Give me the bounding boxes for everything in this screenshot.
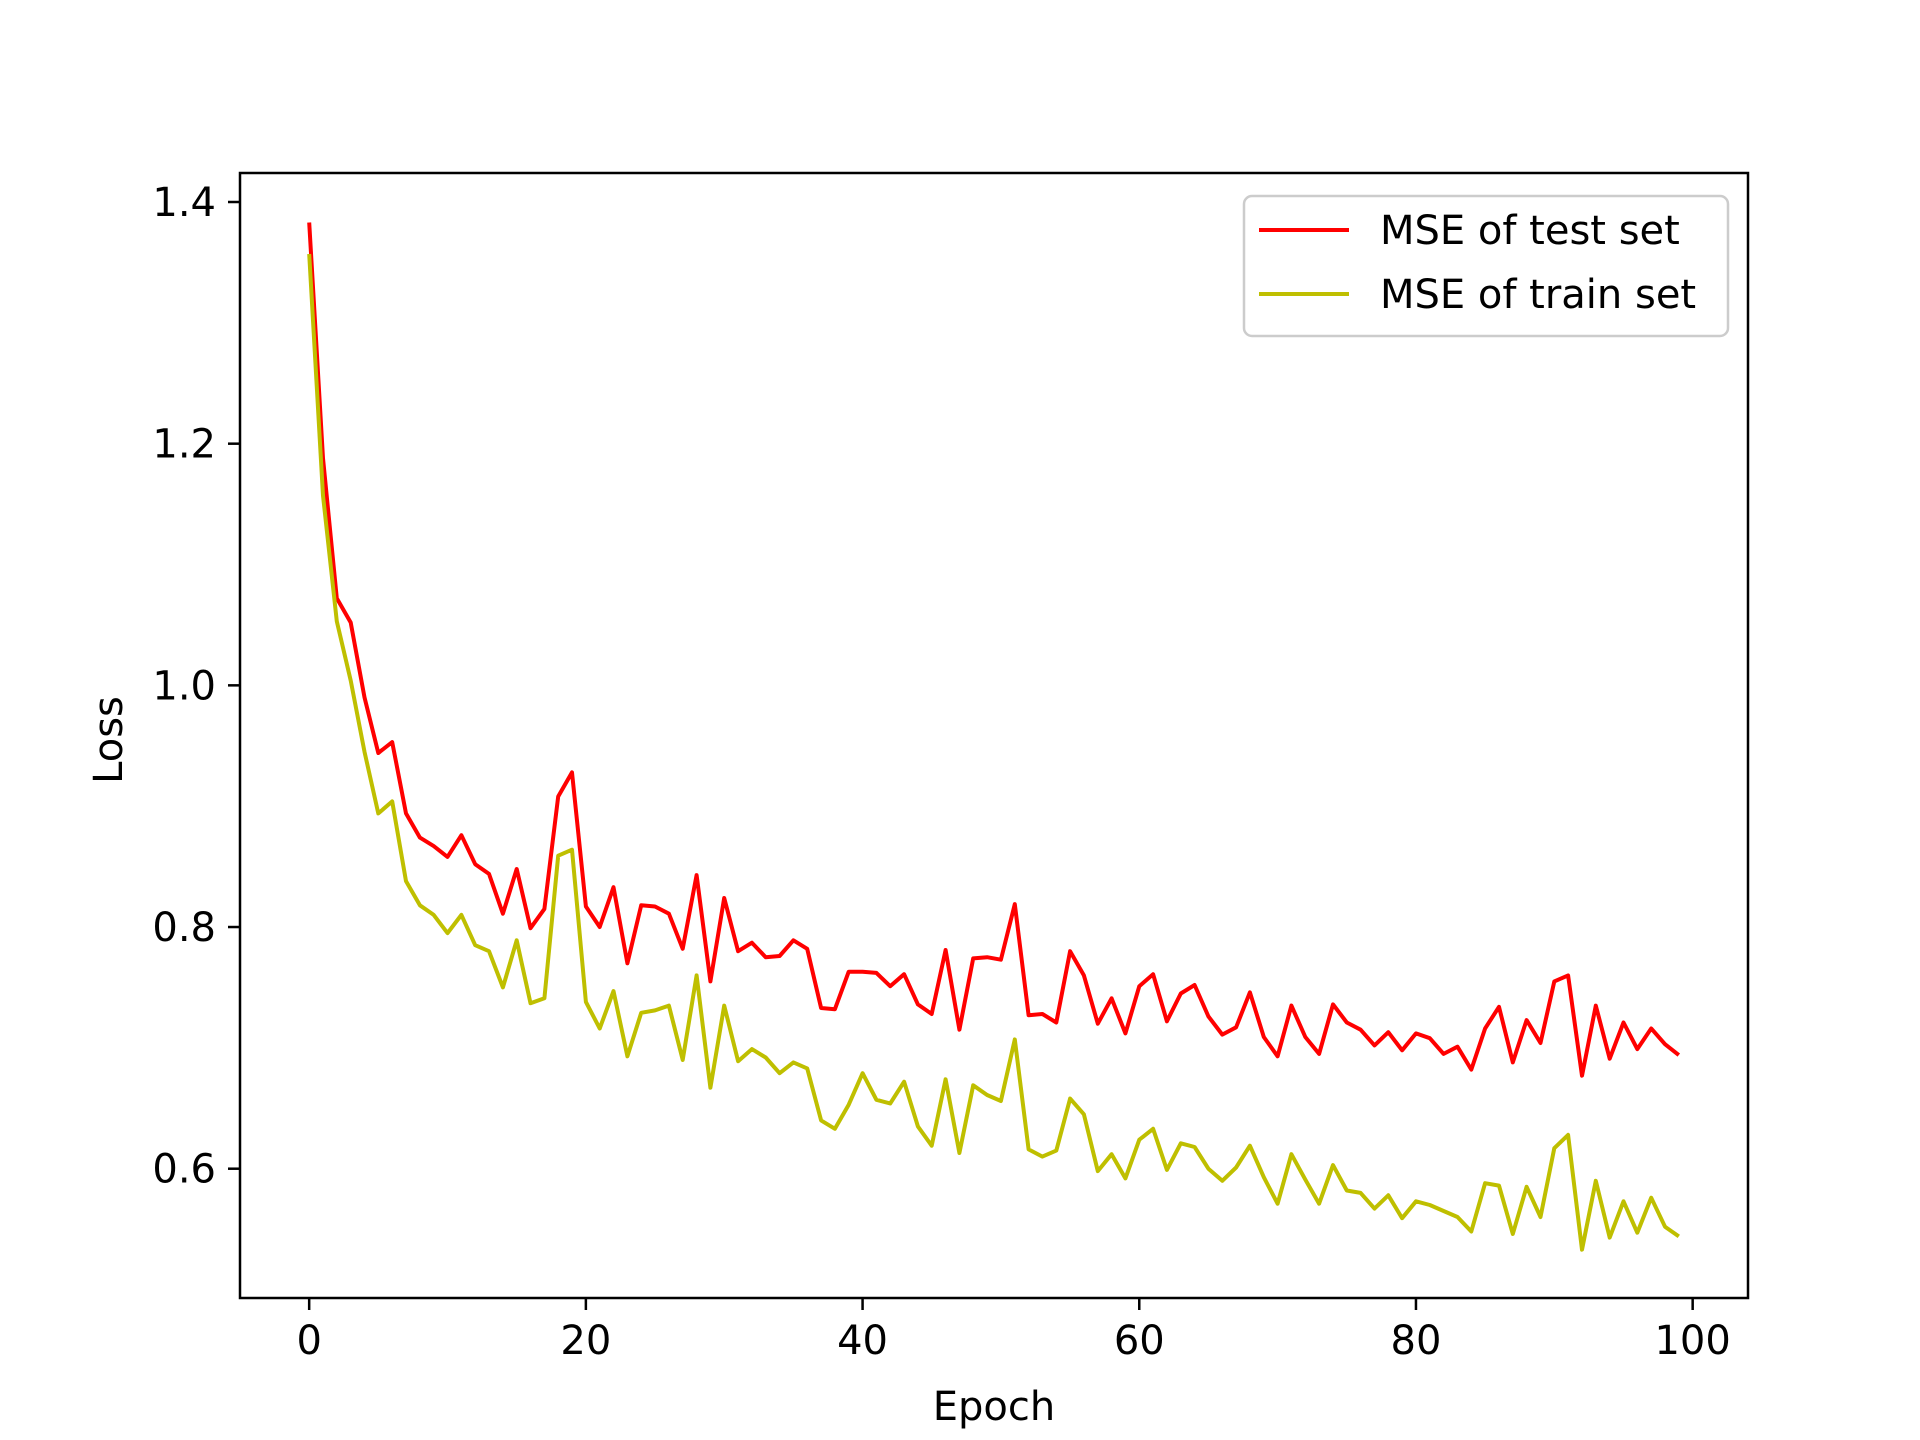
series-line-1: [307, 253, 1680, 1252]
series-line-0: [307, 222, 1681, 1078]
plot-frame: [238, 171, 1750, 1300]
x-tick-label: 40: [837, 1318, 888, 1364]
series-layer: [307, 222, 1681, 1252]
x-axis-label: Epoch: [933, 1384, 1055, 1430]
y-tick-label: 0.6: [152, 1147, 216, 1193]
legend-label-train: MSE of train set: [1380, 272, 1696, 318]
y-tick-label: 1.4: [152, 180, 216, 226]
x-tick-label: 20: [560, 1318, 611, 1364]
y-tick-label: 1.0: [152, 663, 216, 709]
y-axis-label: Loss: [86, 696, 132, 784]
x-tick-label: 60: [1114, 1318, 1165, 1364]
legend: MSE of test set MSE of train set: [1242, 194, 1730, 338]
y-axis: 0.6 0.8 1.0 1.2 1.4: [152, 180, 240, 1193]
x-tick-label: 80: [1391, 1318, 1442, 1364]
legend-label-test: MSE of test set: [1380, 208, 1680, 254]
legend-box: [1242, 194, 1730, 338]
y-tick-label: 1.2: [152, 422, 216, 468]
x-tick-label: 0: [296, 1318, 321, 1364]
y-tick-label: 0.8: [152, 905, 216, 951]
x-axis: 0 20 40 60 80 100: [296, 1298, 1731, 1364]
x-tick-label: 100: [1654, 1318, 1730, 1364]
